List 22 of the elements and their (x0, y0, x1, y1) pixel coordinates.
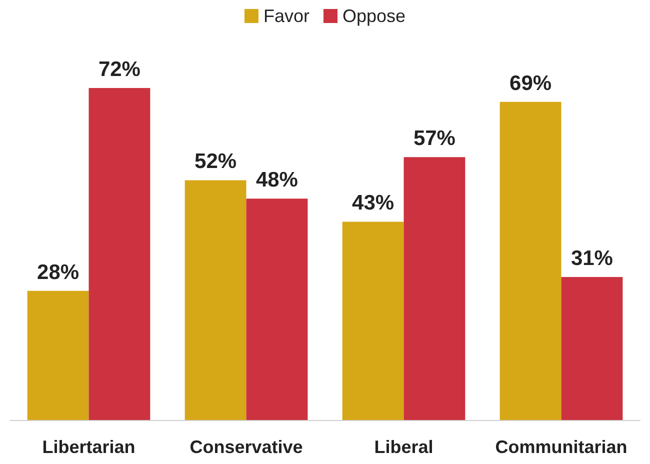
bar (88, 88, 150, 420)
bar (27, 290, 89, 420)
data-label: 72% (98, 58, 141, 81)
bar (561, 277, 623, 420)
data-label: 31% (570, 247, 614, 270)
data-label: 43% (352, 192, 394, 215)
legend-label: Oppose (342, 6, 406, 26)
data-label: 52% (194, 150, 237, 174)
data-label: 57% (413, 127, 456, 150)
bar (500, 102, 562, 420)
data-label: 48% (256, 168, 298, 192)
x-tick-label: Libertarian (42, 437, 136, 457)
x-tick-label: Conservative (190, 437, 303, 457)
legend-label: Favor (263, 6, 310, 26)
x-tick-label: Liberal (374, 437, 434, 457)
bar (246, 198, 308, 420)
data-label: 69% (510, 72, 552, 95)
bar (184, 180, 246, 420)
bar (404, 157, 466, 420)
data-label: 28% (37, 260, 80, 284)
bar (342, 222, 404, 420)
x-tick-label: Communitarian (495, 437, 628, 457)
